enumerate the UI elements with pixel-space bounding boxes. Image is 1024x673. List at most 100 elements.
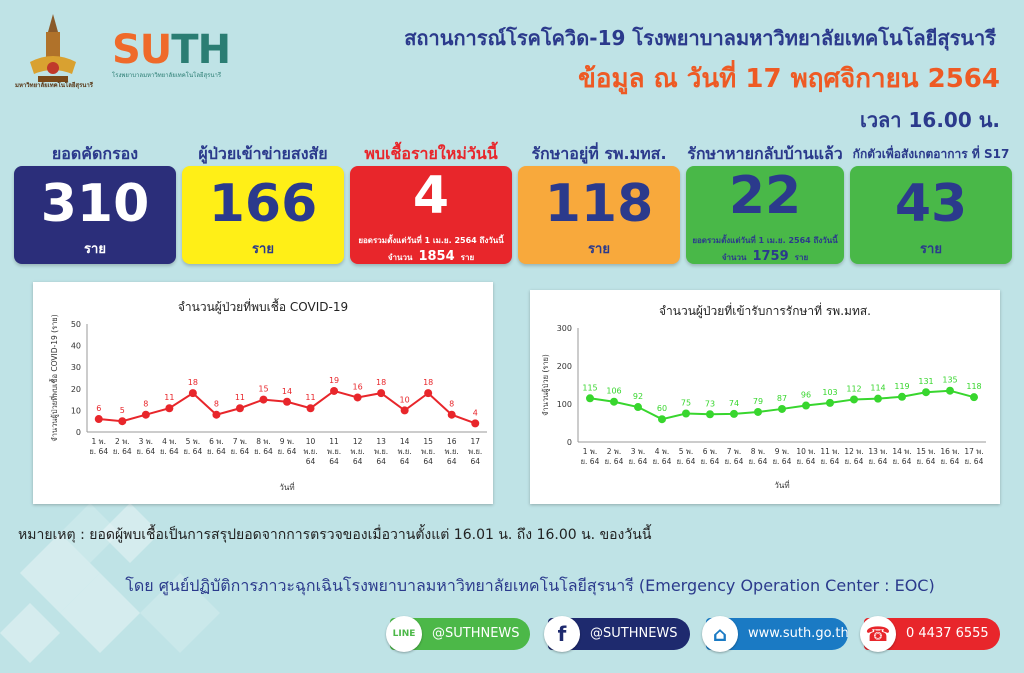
phone-icon: ☎ (860, 616, 896, 652)
x-tick-label: 15 พ. (916, 447, 935, 456)
x-tick-label: 4 พ. (162, 437, 176, 446)
x-tick-label: ย. 64 (653, 457, 672, 466)
data-point (94, 415, 103, 424)
x-tick-label: ย. 64 (278, 447, 297, 456)
line-icon: LINE (386, 616, 422, 652)
stat-value: 4 (412, 166, 450, 226)
data-label: 18 (376, 378, 386, 387)
x-tick-label: 11 (329, 437, 339, 446)
data-point (424, 389, 433, 398)
data-point (400, 406, 409, 415)
data-label: 74 (729, 399, 739, 408)
data-point (141, 410, 150, 419)
y-tick-label: 50 (71, 320, 81, 329)
stat-unit: ราย (84, 242, 106, 257)
x-tick-label: 3 พ. (631, 447, 645, 456)
stat-value: 166 (208, 174, 318, 234)
data-point (353, 393, 362, 402)
x-tick-label: 9 พ. (775, 447, 789, 456)
x-tick-label: 6 พ. (703, 447, 717, 456)
x-tick-label: ย. 64 (113, 447, 132, 456)
data-label: 18 (188, 378, 198, 387)
series-line (98, 389, 476, 425)
logo-th: TH (171, 27, 231, 73)
x-tick-label: 16 พ. (940, 447, 959, 456)
data-point (634, 403, 642, 412)
data-label: 8 (143, 400, 148, 409)
data-point (447, 410, 456, 419)
data-label: 10 (400, 395, 410, 404)
data-label: 135 (942, 376, 957, 385)
x-tick-label: ย. 64 (845, 457, 864, 466)
x-tick-label: 14 พ. (892, 447, 911, 456)
data-point (898, 392, 906, 401)
stat-card: 22 ยอดรวมตั้งแต่วันที่ 1 เม.ย. 2564 ถึงวั… (686, 166, 844, 264)
stat-card: 118 ราย (518, 166, 680, 264)
data-point (778, 404, 786, 413)
x-tick-label: ย. 64 (581, 457, 600, 466)
data-point (610, 397, 618, 406)
contact-text: @SUTHNEWS (432, 626, 520, 641)
x-tick-label: ย. 64 (160, 447, 179, 456)
x-tick-label: 5 พ. (186, 437, 200, 446)
contact-facebook[interactable]: f @SUTHNEWS (544, 616, 690, 652)
x-tick-label: 1 พ. (583, 447, 597, 456)
stat-total-prefix: จำนวน (387, 253, 413, 262)
contact-line[interactable]: LINE @SUTHNEWS (386, 616, 530, 652)
data-label: 73 (705, 399, 715, 408)
data-label: 19 (329, 376, 339, 385)
data-label: 11 (235, 393, 245, 402)
data-point (970, 393, 978, 402)
x-tick-label: 64 (306, 457, 316, 466)
x-tick-label: 9 พ. (280, 437, 294, 446)
stat-total-prefix: จำนวน (721, 253, 747, 262)
chart-panel-new-cases: จำนวนผู้ป่วยที่พบเชื้อ COVID-19 0 10 20 30 4… (33, 282, 493, 504)
data-label: 4 (473, 408, 478, 417)
x-tick-label: 64 (353, 457, 363, 466)
x-tick-label: พ.ย. (351, 447, 365, 456)
chart-panel-in-hospital: จำนวนผู้ป่วยที่เข้ารับการรักษาที่ รพ.มทส… (530, 290, 1000, 504)
data-point (850, 395, 858, 404)
x-tick-label: 5 พ. (679, 447, 693, 456)
stat-total-value: 1854 (418, 249, 455, 264)
stat-label: พบเชื้อรายใหม่วันนี้ (364, 144, 498, 163)
x-tick-label: 17 พ. (964, 447, 983, 456)
x-tick-label: 17 (470, 437, 480, 446)
data-point (118, 417, 127, 426)
contact-text: www.suth.go.th (748, 626, 849, 641)
data-point (235, 404, 244, 413)
data-point (754, 407, 762, 416)
stat-label: ยอดคัดกรอง (51, 144, 139, 163)
contact-home[interactable]: ⌂ www.suth.go.th (702, 616, 849, 652)
x-tick-label: ย. 64 (231, 447, 250, 456)
x-axis-label: วันที่ (774, 479, 789, 490)
logo-su: SU (112, 27, 172, 73)
chart-title: จำนวนผู้ป่วยที่พบเชื้อ COVID-19 (177, 300, 349, 314)
contact-text: 0 4437 6555 (906, 626, 989, 641)
x-tick-label: 7 พ. (727, 447, 741, 456)
data-point (212, 410, 221, 419)
x-tick-label: ย. 64 (965, 457, 984, 466)
x-tick-label: ย. 64 (893, 457, 912, 466)
data-point (946, 386, 954, 395)
x-tick-label: พ.ย. (374, 447, 388, 456)
data-point (586, 394, 594, 403)
data-point (165, 404, 174, 413)
x-tick-label: 12 (353, 437, 363, 446)
x-tick-label: ย. 64 (89, 447, 108, 456)
contact-phone[interactable]: ☎ 0 4437 6555 (860, 616, 1000, 652)
stat-value: 310 (40, 174, 150, 234)
stat-total-value: 1759 (752, 249, 789, 264)
stat-card: 166 ราย (182, 166, 344, 264)
data-label: 8 (449, 400, 454, 409)
report-time: เวลา 16.00 น. (859, 108, 1000, 132)
stat-total-suffix: ราย (460, 253, 475, 262)
x-tick-label: ย. 64 (677, 457, 696, 466)
data-point (283, 397, 291, 406)
x-tick-label: 7 พ. (233, 437, 247, 446)
x-tick-label: ย. 64 (773, 457, 792, 466)
stat-unit: ราย (920, 242, 942, 257)
data-label: 79 (753, 397, 763, 406)
stat-label: รักษาอยู่ที่ รพ.มทส. (531, 144, 667, 163)
